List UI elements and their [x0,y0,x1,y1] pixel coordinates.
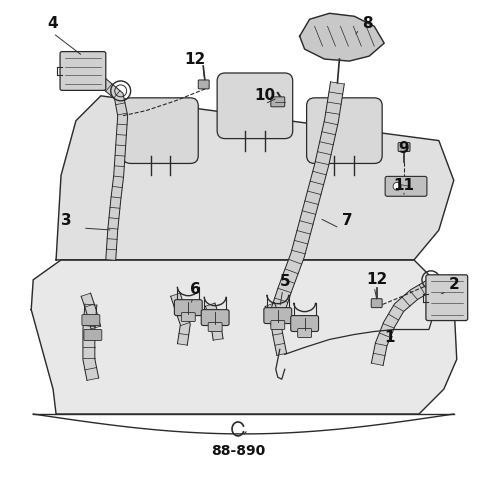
FancyBboxPatch shape [426,275,468,321]
FancyBboxPatch shape [398,142,410,152]
Text: 10: 10 [254,88,276,103]
FancyBboxPatch shape [208,323,222,331]
Text: 1: 1 [384,330,395,345]
Polygon shape [300,13,384,61]
Polygon shape [83,304,99,380]
Text: 2: 2 [448,277,459,292]
FancyBboxPatch shape [123,98,198,163]
Text: 3: 3 [60,213,72,227]
Polygon shape [205,303,223,340]
FancyBboxPatch shape [385,176,427,196]
Text: 12: 12 [185,52,206,66]
Text: 4: 4 [48,16,59,31]
FancyBboxPatch shape [60,52,106,90]
Polygon shape [31,260,457,414]
Text: 9: 9 [399,141,409,156]
Polygon shape [56,96,454,260]
Text: 12: 12 [367,272,388,287]
FancyBboxPatch shape [307,98,382,163]
FancyBboxPatch shape [201,309,229,325]
FancyBboxPatch shape [371,299,382,307]
Text: 5: 5 [279,274,290,289]
Polygon shape [265,303,287,355]
FancyBboxPatch shape [217,73,293,139]
Polygon shape [171,293,190,345]
FancyBboxPatch shape [271,321,285,329]
FancyBboxPatch shape [264,307,292,324]
FancyBboxPatch shape [84,329,102,341]
Text: 11: 11 [394,178,415,193]
Text: 6: 6 [190,282,201,297]
Text: 7: 7 [342,213,353,227]
FancyBboxPatch shape [198,80,209,89]
FancyBboxPatch shape [82,315,100,325]
FancyBboxPatch shape [181,313,195,322]
Text: 8: 8 [362,16,372,31]
Text: 88-890: 88-890 [211,444,265,458]
Polygon shape [372,280,434,366]
FancyBboxPatch shape [271,97,285,107]
FancyBboxPatch shape [291,316,319,331]
FancyBboxPatch shape [298,328,312,338]
Polygon shape [81,293,101,329]
Polygon shape [268,82,344,322]
Circle shape [393,183,401,190]
FancyBboxPatch shape [174,300,202,316]
Polygon shape [97,77,128,260]
